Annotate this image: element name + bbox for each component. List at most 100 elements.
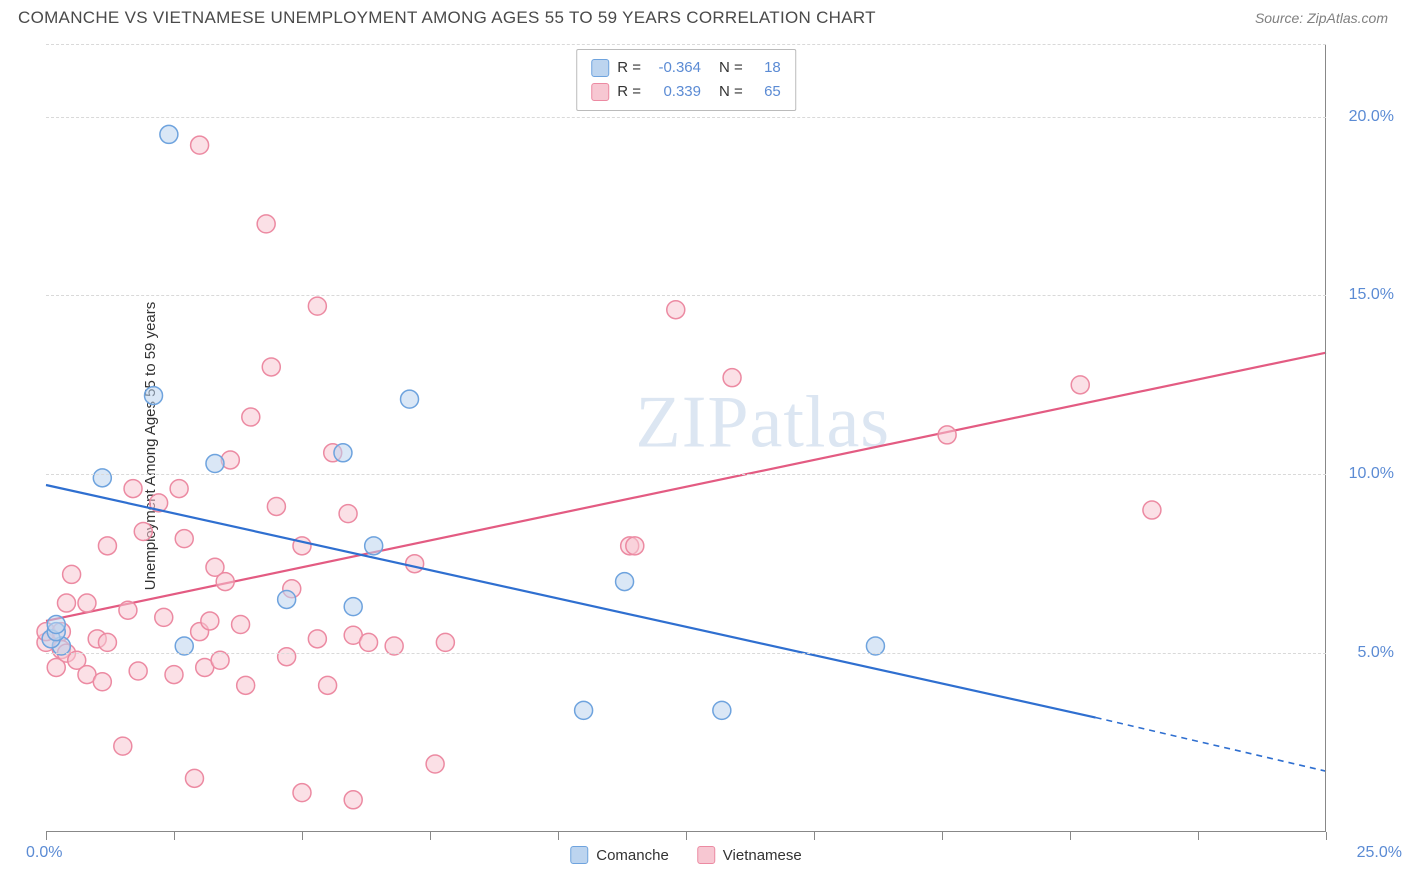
series-legend-item: Comanche <box>570 846 669 864</box>
legend-r-value: 0.339 <box>649 80 701 104</box>
data-point-vietnamese <box>938 426 956 444</box>
y-tick-label: 10.0% <box>1334 465 1394 483</box>
data-point-vietnamese <box>237 676 255 694</box>
data-point-vietnamese <box>344 791 362 809</box>
legend-swatch-icon <box>570 846 588 864</box>
correlation-legend: R = -0.364 N = 18 R = 0.339 N = 65 <box>576 49 796 111</box>
legend-swatch-icon <box>697 846 715 864</box>
data-point-comanche <box>334 444 352 462</box>
data-point-vietnamese <box>185 769 203 787</box>
y-tick-label: 5.0% <box>1334 644 1394 662</box>
data-point-comanche <box>145 387 163 405</box>
data-point-vietnamese <box>124 480 142 498</box>
data-point-vietnamese <box>155 608 173 626</box>
x-tick <box>1198 832 1199 840</box>
legend-row: R = 0.339 N = 65 <box>591 80 781 104</box>
data-point-vietnamese <box>293 784 311 802</box>
x-tick-max: 25.0% <box>1357 844 1402 862</box>
data-point-vietnamese <box>114 737 132 755</box>
series-legend-label: Comanche <box>596 847 669 864</box>
data-point-vietnamese <box>170 480 188 498</box>
trend-line-vietnamese <box>46 353 1326 621</box>
chart-plot-area: ZIPatlas R = -0.364 N = 18 R = 0.339 N =… <box>46 44 1326 832</box>
legend-n-label: N = <box>719 56 743 80</box>
data-point-comanche <box>93 469 111 487</box>
data-point-vietnamese <box>78 594 96 612</box>
y-tick-label: 15.0% <box>1334 286 1394 304</box>
data-point-vietnamese <box>191 136 209 154</box>
trend-line-comanche-dash <box>1096 718 1326 772</box>
data-point-comanche <box>278 590 296 608</box>
x-tick <box>814 832 815 840</box>
data-point-vietnamese <box>1071 376 1089 394</box>
data-point-vietnamese <box>262 358 280 376</box>
series-legend: Comanche Vietnamese <box>570 846 802 864</box>
data-point-vietnamese <box>308 630 326 648</box>
series-legend-label: Vietnamese <box>723 847 802 864</box>
data-point-vietnamese <box>63 565 81 583</box>
data-point-vietnamese <box>723 369 741 387</box>
legend-r-value: -0.364 <box>649 56 701 80</box>
y-tick-label: 20.0% <box>1334 108 1394 126</box>
x-tick <box>174 832 175 840</box>
data-point-vietnamese <box>626 537 644 555</box>
y-axis-line <box>1325 45 1326 832</box>
legend-n-value: 65 <box>751 80 781 104</box>
data-point-vietnamese <box>667 301 685 319</box>
data-point-vietnamese <box>134 523 152 541</box>
x-tick <box>46 832 47 840</box>
x-tick <box>1070 832 1071 840</box>
data-point-vietnamese <box>339 505 357 523</box>
data-point-vietnamese <box>119 601 137 619</box>
data-point-vietnamese <box>406 555 424 573</box>
gridline <box>46 295 1326 296</box>
legend-r-label: R = <box>617 56 641 80</box>
data-point-comanche <box>575 701 593 719</box>
data-point-vietnamese <box>360 633 378 651</box>
plot-svg <box>46 45 1326 832</box>
data-point-vietnamese <box>98 633 116 651</box>
data-point-vietnamese <box>57 594 75 612</box>
data-point-vietnamese <box>93 673 111 691</box>
data-point-vietnamese <box>201 612 219 630</box>
data-point-vietnamese <box>165 666 183 684</box>
gridline <box>46 653 1326 654</box>
chart-header: COMANCHE VS VIETNAMESE UNEMPLOYMENT AMON… <box>0 0 1406 32</box>
chart-title: COMANCHE VS VIETNAMESE UNEMPLOYMENT AMON… <box>18 8 876 28</box>
data-point-comanche <box>365 537 383 555</box>
data-point-comanche <box>160 125 178 143</box>
chart-source: Source: ZipAtlas.com <box>1255 10 1388 26</box>
x-tick <box>430 832 431 840</box>
data-point-comanche <box>713 701 731 719</box>
trend-line-comanche <box>46 485 1096 718</box>
series-legend-item: Vietnamese <box>697 846 802 864</box>
data-point-comanche <box>401 390 419 408</box>
data-point-vietnamese <box>175 530 193 548</box>
legend-n-label: N = <box>719 80 743 104</box>
data-point-vietnamese <box>216 573 234 591</box>
x-tick-min: 0.0% <box>26 844 62 862</box>
x-tick <box>558 832 559 840</box>
data-point-comanche <box>616 573 634 591</box>
data-point-vietnamese <box>1143 501 1161 519</box>
data-point-vietnamese <box>426 755 444 773</box>
data-point-vietnamese <box>129 662 147 680</box>
data-point-vietnamese <box>257 215 275 233</box>
data-point-vietnamese <box>319 676 337 694</box>
legend-swatch-icon <box>591 83 609 101</box>
data-point-vietnamese <box>436 633 454 651</box>
legend-r-label: R = <box>617 80 641 104</box>
x-tick <box>686 832 687 840</box>
data-point-comanche <box>206 455 224 473</box>
x-tick <box>942 832 943 840</box>
gridline <box>46 117 1326 118</box>
data-point-vietnamese <box>278 648 296 666</box>
data-point-vietnamese <box>267 497 285 515</box>
data-point-vietnamese <box>308 297 326 315</box>
x-tick <box>1326 832 1327 840</box>
x-tick <box>302 832 303 840</box>
gridline <box>46 474 1326 475</box>
legend-swatch-icon <box>591 59 609 77</box>
data-point-comanche <box>47 616 65 634</box>
data-point-vietnamese <box>232 616 250 634</box>
